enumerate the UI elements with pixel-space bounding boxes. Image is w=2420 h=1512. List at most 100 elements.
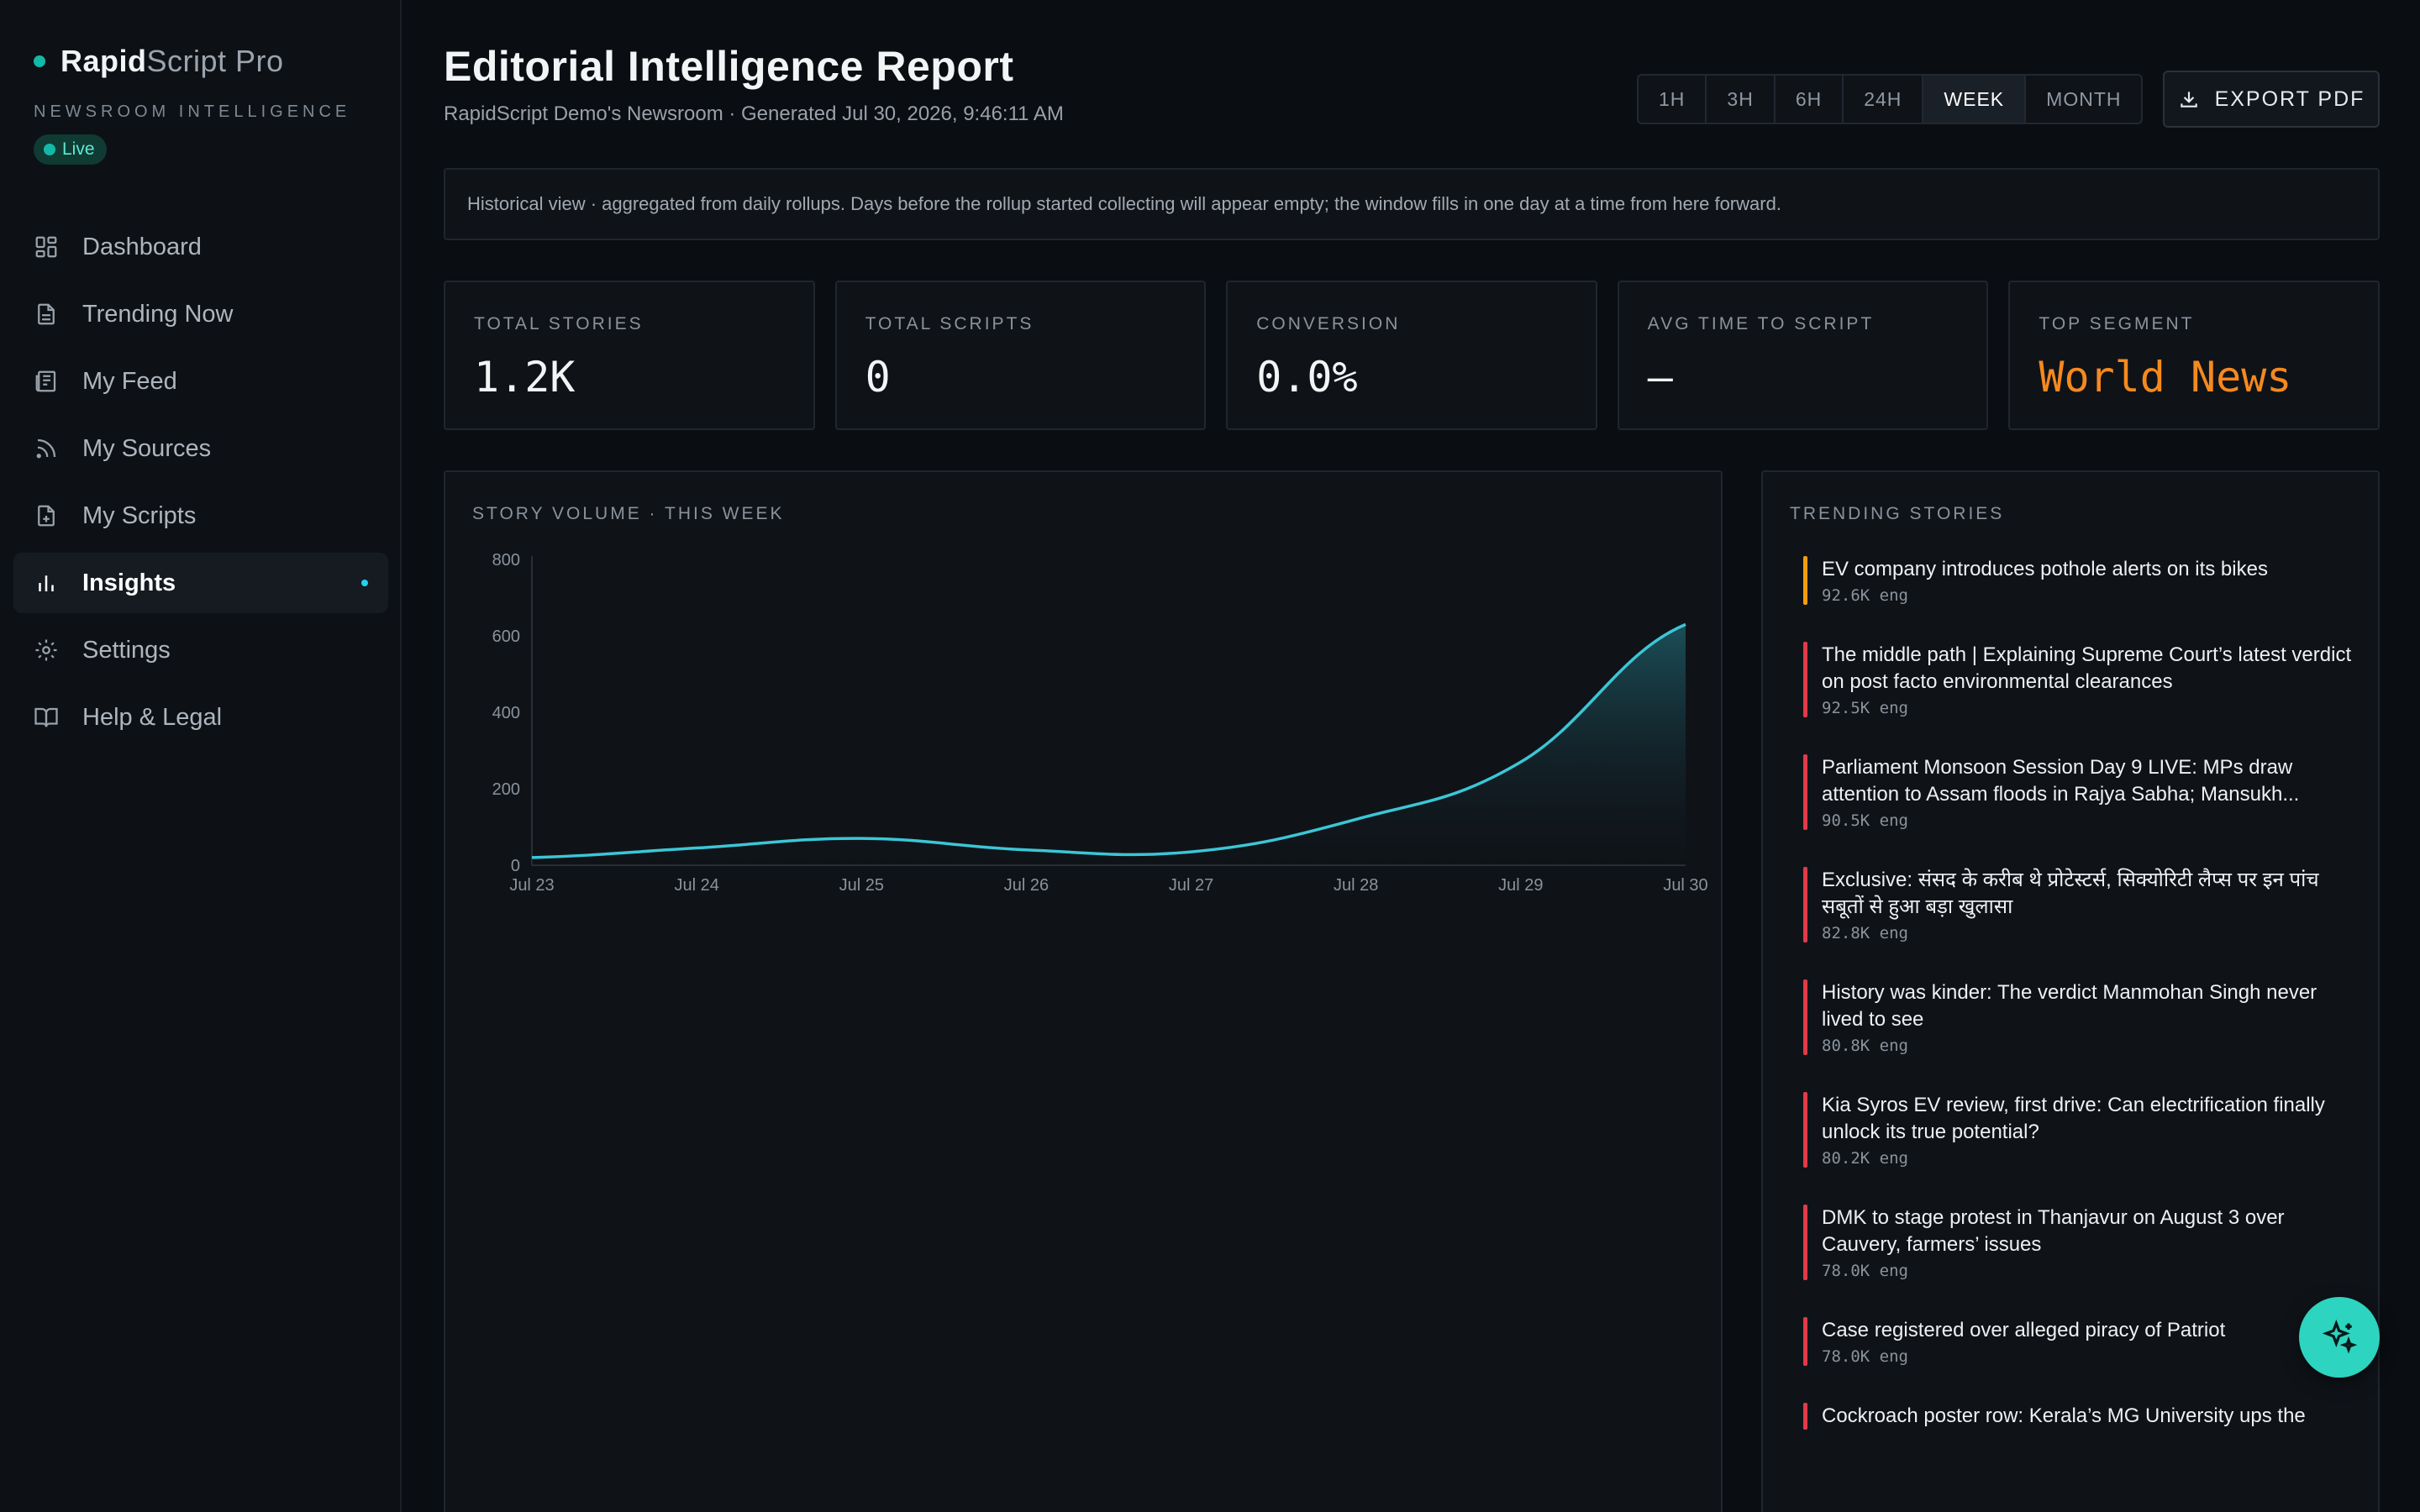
story-volume-panel: STORY VOLUME · THIS WEEK 0 200 400 600 800 Ju…: [444, 470, 1723, 1512]
range-button-1h[interactable]: 1H: [1639, 76, 1707, 123]
sparkles-icon: [2322, 1319, 2358, 1354]
x-tick-label: Jul 25: [839, 876, 884, 895]
range-button-month[interactable]: MONTH: [2046, 87, 2122, 110]
sidebar-item-label: Help & Legal: [82, 703, 223, 731]
y-tick-label: 800: [492, 551, 520, 570]
sidebar-item-my-sources[interactable]: My Sources: [13, 418, 388, 479]
range-button-24h[interactable]: 24H: [1844, 76, 1924, 123]
bar-chart-icon: [34, 570, 59, 596]
document-icon: [34, 302, 59, 327]
download-icon: [2180, 92, 2197, 108]
historical-view-notice: Historical view · aggregated from daily …: [444, 168, 2380, 240]
live-label: Live: [62, 139, 95, 159]
trending-story-item[interactable]: History was kinder: The verdict Manmohan…: [1790, 979, 2361, 1055]
trending-story-item[interactable]: Parliament Monsoon Session Day 9 LIVE: M…: [1790, 754, 2361, 830]
sidebar-item-insights[interactable]: Insights: [13, 553, 388, 613]
trend-indicator-bar: [1803, 642, 1807, 717]
trending-story-item[interactable]: Cockroach poster row: Kerala’s MG Univer…: [1790, 1403, 2361, 1430]
trending-story-title: Exclusive: संसद के करीब थे प्रोटेस्टर्स,…: [1822, 869, 2319, 918]
file-plus-icon: [34, 503, 59, 528]
stat-value: 0.0%: [1256, 353, 1358, 402]
stat-card-total-scripts: TOTAL SCRIPTS 0: [834, 281, 1207, 430]
stat-card-conversion: CONVERSION 0.0%: [1226, 281, 1597, 430]
stat-value: —: [1647, 353, 1673, 402]
stat-card-top-segment: TOP SEGMENT World News: [2008, 281, 2380, 430]
trend-indicator-bar: [1803, 1403, 1807, 1430]
brand-name-bold: Rapid: [60, 44, 147, 78]
trending-story-engagement: 92.6K eng: [1822, 586, 1908, 605]
stat-value: 1.2K: [474, 353, 576, 402]
time-range-selector: 1H 3H 6H 24H WEEK MONTH: [1637, 74, 2144, 124]
stat-label: TOP SEGMENT: [2039, 314, 2195, 333]
y-tick-label: 600: [492, 627, 520, 646]
sidebar-item-label: Trending Now: [82, 300, 234, 328]
rss-icon: [34, 436, 59, 461]
range-button-week[interactable]: WEEK: [1923, 76, 2027, 123]
sidebar-item-label: My Feed: [82, 367, 177, 395]
trending-story-item[interactable]: DMK to stage protest in Thanjavur on Aug…: [1790, 1205, 2361, 1280]
sidebar-item-dashboard[interactable]: Dashboard: [13, 217, 388, 277]
trending-story-title: Case registered over alleged piracy of P…: [1822, 1319, 2226, 1341]
trending-story-item[interactable]: EV company introduces pothole alerts on …: [1790, 556, 2361, 605]
brand-tagline: NEWSROOM INTELLIGENCE: [34, 102, 351, 121]
trending-story-engagement: 80.8K eng: [1822, 1037, 1908, 1055]
page-title: Editorial Intelligence Report: [444, 43, 1014, 90]
sidebar-item-my-feed[interactable]: My Feed: [13, 351, 388, 412]
sidebar-item-label: My Sources: [82, 434, 212, 462]
trending-story-title: Parliament Monsoon Session Day 9 LIVE: M…: [1822, 756, 2300, 806]
sidebar-item-label: My Scripts: [82, 501, 197, 529]
trending-story-title: DMK to stage protest in Thanjavur on Aug…: [1822, 1206, 2285, 1256]
trend-indicator-bar: [1803, 1205, 1807, 1280]
trend-indicator-bar: [1803, 556, 1807, 605]
sidebar-item-my-scripts[interactable]: My Scripts: [13, 486, 388, 546]
trending-story-engagement: 92.5K eng: [1822, 699, 1908, 717]
sidebar-item-help-legal[interactable]: Help & Legal: [13, 687, 388, 748]
stat-label: TOTAL STORIES: [474, 314, 644, 333]
trending-story-title: EV company introduces pothole alerts on …: [1822, 558, 2268, 580]
range-button-6h[interactable]: 6H: [1776, 76, 1844, 123]
brand-logo[interactable]: RapidScript Pro: [34, 44, 284, 79]
live-status-badge: Live: [34, 134, 107, 165]
stat-value: 0: [865, 353, 891, 402]
trend-indicator-bar: [1803, 1317, 1807, 1366]
stat-card-avg-time-to-script: AVG TIME TO SCRIPT —: [1617, 281, 1989, 430]
newspaper-icon: [34, 369, 59, 394]
trending-story-item[interactable]: Kia Syros EV review, first drive: Can el…: [1790, 1092, 2361, 1168]
stat-label: CONVERSION: [1256, 314, 1401, 333]
trend-indicator-bar: [1803, 867, 1807, 942]
range-button-3h[interactable]: 3H: [1707, 76, 1776, 123]
brand-dot-icon: [34, 55, 45, 67]
stat-label: TOTAL SCRIPTS: [865, 314, 1034, 333]
trending-story-item[interactable]: The middle path | Explaining Supreme Cou…: [1790, 642, 2361, 717]
y-tick-label: 400: [492, 704, 520, 722]
sidebar-item-trending-now[interactable]: Trending Now: [13, 284, 388, 344]
x-tick-label: Jul 23: [509, 876, 554, 895]
trending-story-engagement: 78.0K eng: [1822, 1347, 1908, 1366]
sidebar-item-label: Settings: [82, 636, 171, 664]
stat-value: World News: [2039, 353, 2292, 402]
x-tick-label: Jul 28: [1334, 876, 1378, 895]
book-icon: [34, 705, 59, 730]
page-subtitle: RapidScript Demo's Newsroom · Generated …: [444, 102, 1064, 125]
sidebar-item-settings[interactable]: Settings: [13, 620, 388, 680]
y-tick-label: 200: [492, 780, 520, 799]
gear-icon: [34, 638, 59, 663]
ai-assistant-button[interactable]: [2299, 1297, 2380, 1378]
trending-panel-title: TRENDING STORIES: [1790, 504, 2005, 523]
export-pdf-button[interactable]: EXPORT PDF: [2163, 71, 2380, 128]
trending-story-engagement: 90.5K eng: [1822, 811, 1908, 830]
export-pdf-label: EXPORT PDF: [2214, 87, 2365, 111]
trending-story-title: The middle path | Explaining Supreme Cou…: [1822, 643, 2352, 693]
trending-list: EV company introduces pothole alerts on …: [1790, 556, 2361, 1467]
brand-name-light: Script Pro: [146, 44, 284, 78]
trending-story-engagement: 80.2K eng: [1822, 1149, 1908, 1168]
trending-story-item[interactable]: Exclusive: संसद के करीब थे प्रोटेस्टर्स,…: [1790, 867, 2361, 942]
x-tick-label: Jul 27: [1169, 876, 1213, 895]
dashboard-icon: [34, 234, 59, 260]
live-dot-icon: [44, 144, 55, 155]
sidebar-item-label: Dashboard: [82, 233, 202, 260]
chart-panel-title: STORY VOLUME · THIS WEEK: [472, 504, 785, 523]
trending-story-item[interactable]: Case registered over alleged piracy of P…: [1790, 1317, 2361, 1366]
series-line: [531, 622, 1686, 859]
trending-story-engagement: 82.8K eng: [1822, 924, 1908, 942]
